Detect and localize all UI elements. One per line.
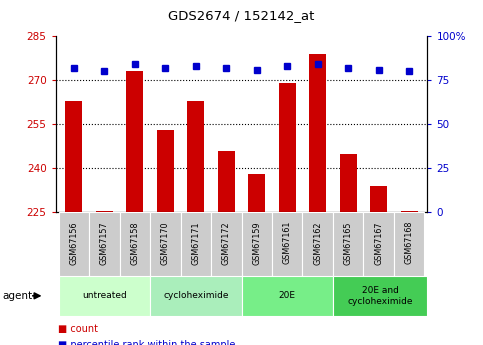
Bar [370, 186, 387, 212]
Bar [394, 212, 425, 276]
Bar [242, 212, 272, 276]
Text: GSM67170: GSM67170 [161, 221, 170, 265]
Bar [363, 212, 394, 276]
Bar [58, 276, 150, 316]
Bar [309, 54, 326, 212]
Bar [302, 212, 333, 276]
Bar [157, 130, 174, 212]
Text: 20E: 20E [279, 291, 296, 300]
Text: ■ percentile rank within the sample: ■ percentile rank within the sample [58, 340, 235, 345]
Text: ■ count: ■ count [58, 325, 98, 334]
Text: GSM67157: GSM67157 [100, 221, 109, 265]
Bar [89, 212, 120, 276]
Bar [181, 212, 211, 276]
Bar [211, 212, 242, 276]
Text: GSM67172: GSM67172 [222, 221, 231, 265]
Bar [333, 212, 363, 276]
Bar [242, 276, 333, 316]
Bar [333, 276, 427, 316]
Bar [120, 212, 150, 276]
Bar [218, 151, 235, 212]
Bar [248, 174, 265, 212]
Bar [340, 154, 356, 212]
Text: 20E and
cycloheximide: 20E and cycloheximide [347, 286, 413, 306]
Bar [187, 101, 204, 212]
Text: GSM67168: GSM67168 [405, 221, 413, 265]
Text: GSM67167: GSM67167 [374, 221, 383, 265]
Text: GSM67158: GSM67158 [130, 221, 139, 265]
Bar [150, 212, 181, 276]
Bar [150, 276, 242, 316]
Text: GSM67161: GSM67161 [283, 221, 292, 265]
Bar [96, 211, 113, 212]
Text: GSM67171: GSM67171 [191, 221, 200, 265]
Text: GSM67156: GSM67156 [70, 221, 78, 265]
Text: agent: agent [2, 291, 32, 301]
Text: GDS2674 / 152142_at: GDS2674 / 152142_at [168, 9, 315, 22]
Text: GSM67162: GSM67162 [313, 221, 322, 265]
Bar [401, 211, 417, 212]
Text: untreated: untreated [82, 291, 127, 300]
Bar [272, 212, 302, 276]
Text: GSM67159: GSM67159 [252, 221, 261, 265]
Text: cycloheximide: cycloheximide [163, 291, 228, 300]
Bar [58, 212, 89, 276]
Text: GSM67165: GSM67165 [344, 221, 353, 265]
Bar [279, 83, 296, 212]
Bar [127, 71, 143, 212]
Bar [66, 101, 82, 212]
